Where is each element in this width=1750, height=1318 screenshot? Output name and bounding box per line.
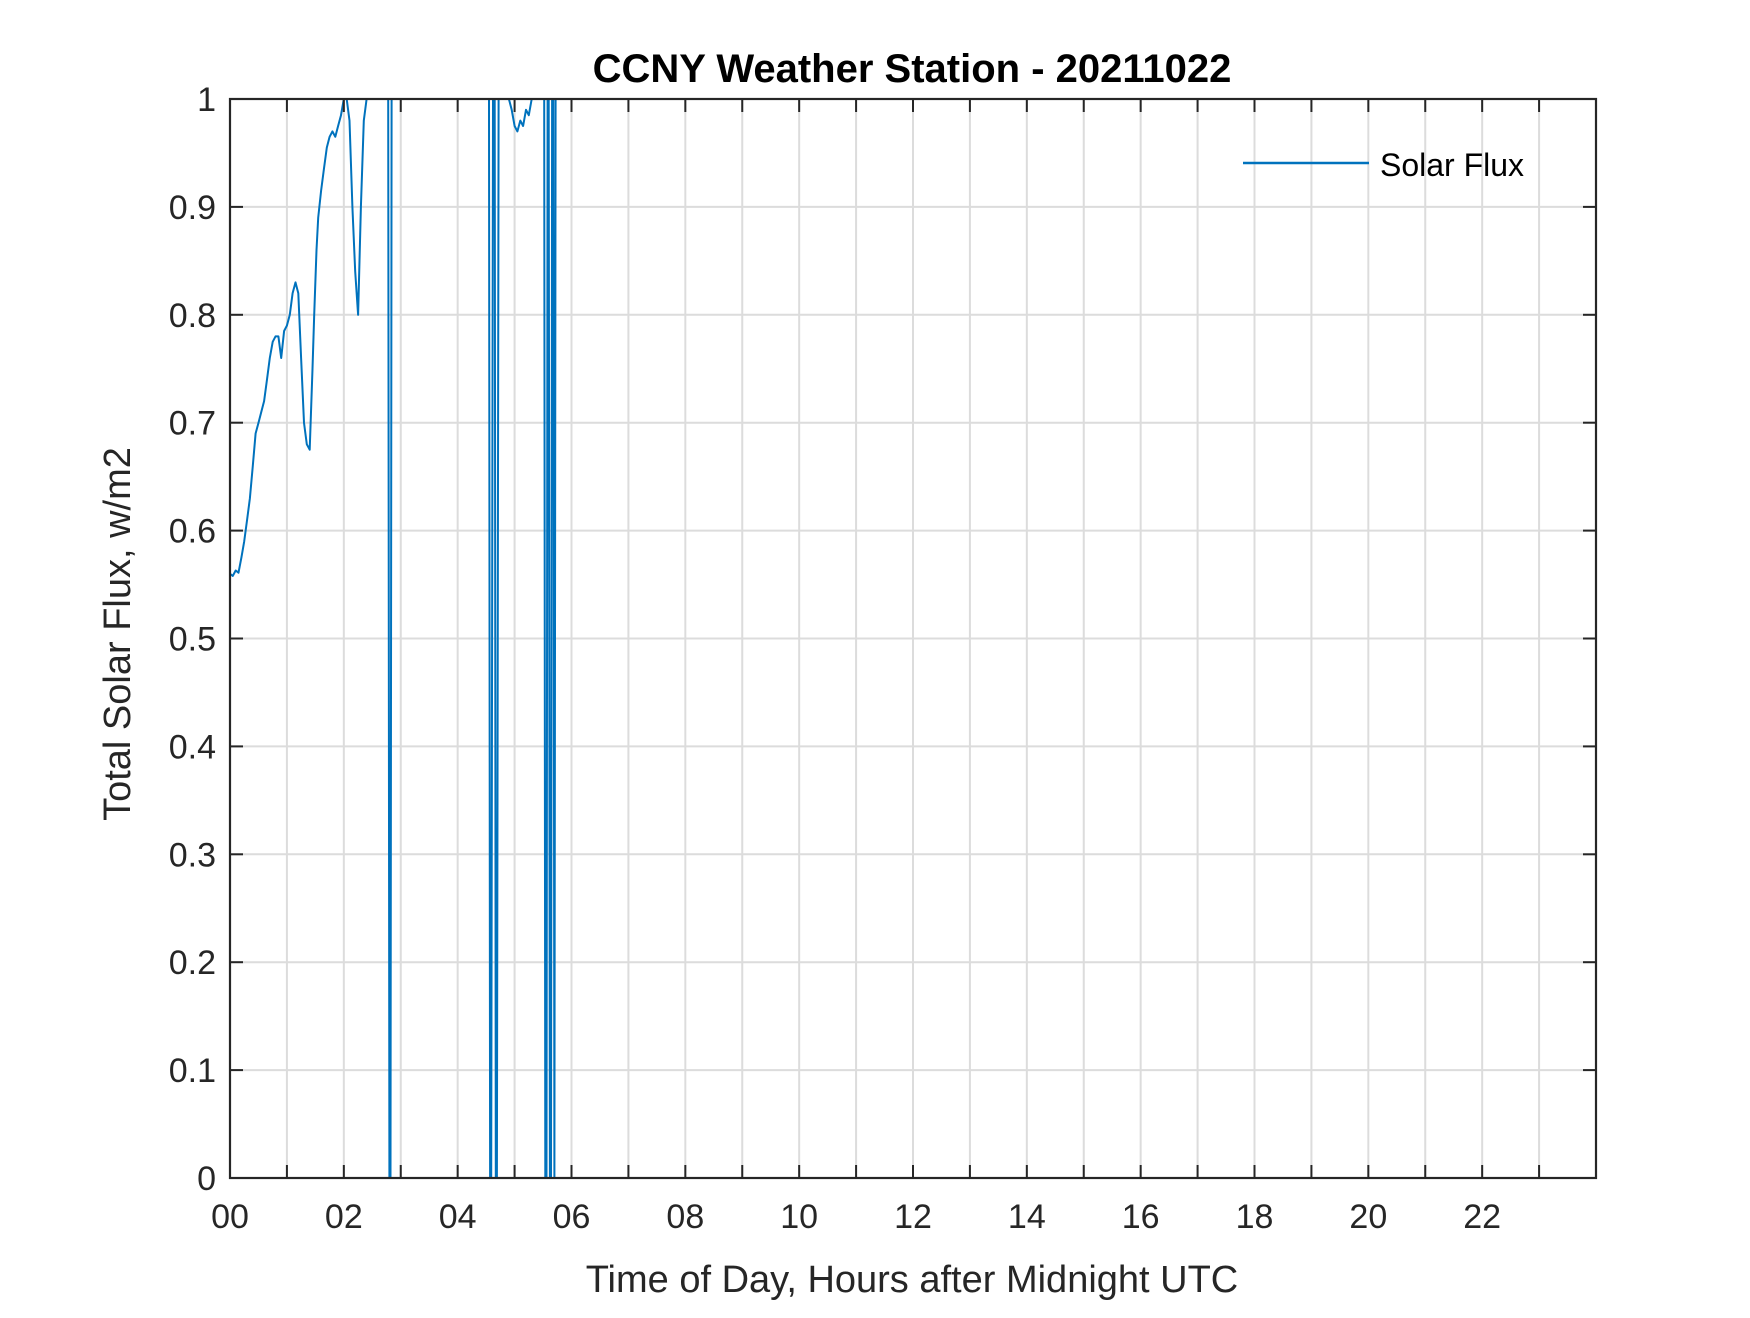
y-tick-label: 0.3 xyxy=(169,836,216,874)
x-tick-label: 10 xyxy=(780,1198,818,1236)
y-tick-label: 0 xyxy=(197,1160,216,1198)
y-tick-label: 0.5 xyxy=(169,621,216,659)
grid xyxy=(230,99,1596,1178)
ticks xyxy=(229,98,1596,1179)
x-tick-label: 20 xyxy=(1349,1198,1387,1236)
x-tick-label: 18 xyxy=(1236,1198,1274,1236)
y-tick-label: 1 xyxy=(197,81,216,119)
x-tick-label: 22 xyxy=(1463,1198,1501,1236)
y-tick-label: 0.6 xyxy=(169,513,216,551)
y-tick-label: 0.4 xyxy=(169,728,216,766)
x-tick-label: 02 xyxy=(325,1198,363,1236)
x-tick-label: 06 xyxy=(553,1198,591,1236)
x-tick-label: 00 xyxy=(211,1198,249,1236)
x-axis-label: Time of Day, Hours after Midnight UTC xyxy=(586,1259,1239,1301)
x-tick-label: 14 xyxy=(1008,1198,1046,1236)
y-tick-label: 0.9 xyxy=(169,189,216,227)
y-tick-label: 0.1 xyxy=(169,1052,216,1090)
y-tick-label: 0.2 xyxy=(169,944,216,982)
tick-labels: 00 02 04 06 08 10 12 14 16 18 20 22 0 0.1 0.2 0.3 0.4 0.5… xyxy=(169,81,1501,1236)
chart-title: CCNY Weather Station - 20211022 xyxy=(593,47,1232,91)
y-tick-label: 0.7 xyxy=(169,405,216,443)
legend: Solar Flux xyxy=(1243,147,1524,183)
y-tick-label: 0.8 xyxy=(169,297,216,335)
x-tick-label: 08 xyxy=(666,1198,704,1236)
x-tick-label: 16 xyxy=(1122,1198,1160,1236)
x-tick-label: 12 xyxy=(894,1198,932,1236)
x-tick-label: 04 xyxy=(439,1198,477,1236)
y-axis-label: Total Solar Flux, w/m2 xyxy=(97,447,139,821)
legend-label-solar-flux: Solar Flux xyxy=(1380,147,1524,183)
